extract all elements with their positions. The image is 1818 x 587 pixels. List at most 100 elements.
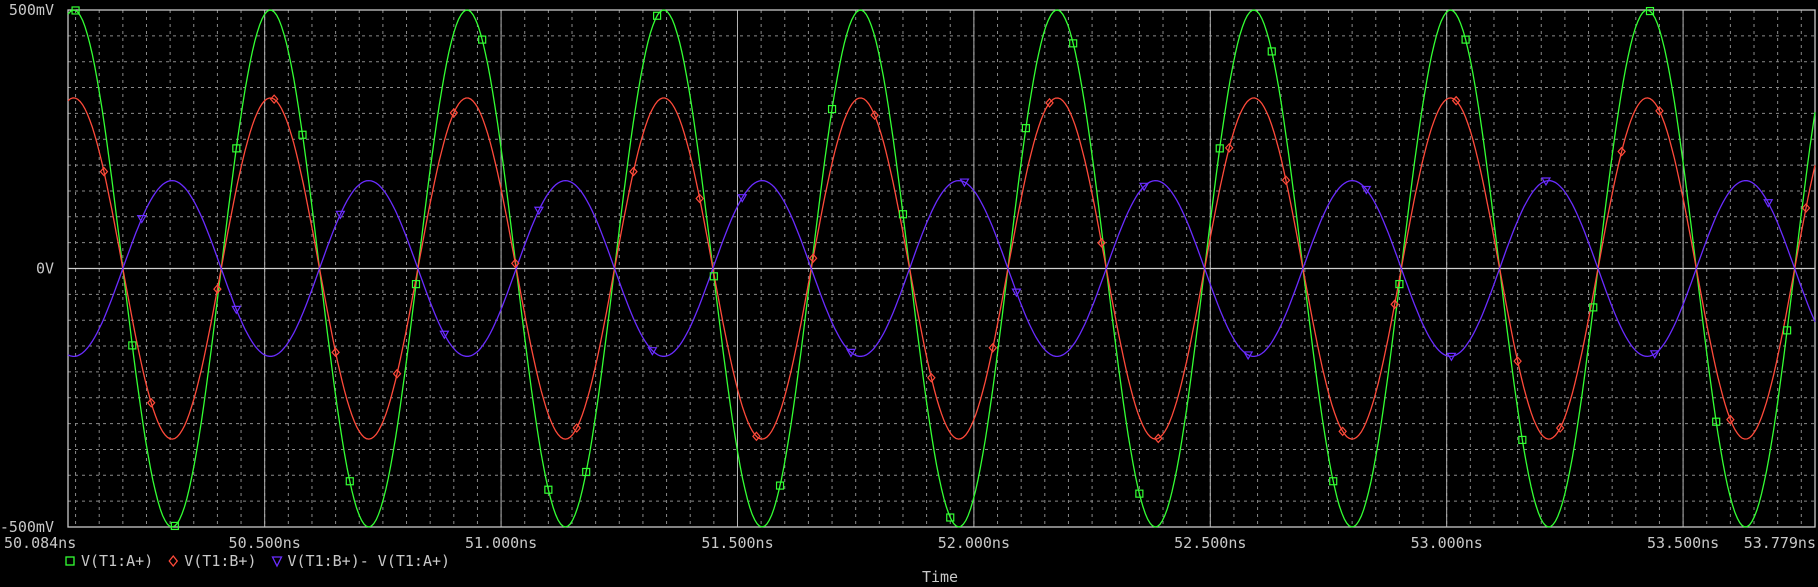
data-point-series-1 <box>827 104 837 114</box>
data-point-series-2 <box>1153 433 1163 444</box>
data-point-series-3 <box>136 214 147 224</box>
data-point-series-3 <box>737 194 748 203</box>
data-point-series-2 <box>1726 414 1735 425</box>
data-point-series-1 <box>170 521 179 531</box>
data-point-series-3 <box>335 210 346 220</box>
data-point-series-3 <box>647 347 658 356</box>
data-point-series-1 <box>1461 35 1470 44</box>
data-point-series-2 <box>1390 299 1399 310</box>
data-point-series-2 <box>572 423 582 433</box>
legend-label-series-1: V(T1:A+) <box>81 552 153 570</box>
x-tick-label: 52.000ns <box>938 534 1010 552</box>
x-axis-title: Time <box>922 568 958 586</box>
data-point-series-2 <box>449 108 459 118</box>
data-point-series-3 <box>231 305 242 315</box>
markers-layer <box>71 6 1811 531</box>
data-point-series-2 <box>808 253 818 264</box>
x-tick-label: 53.000ns <box>1411 534 1483 552</box>
y-axis-ticks: 500mV 0V -500mV <box>0 1 54 536</box>
data-point-series-1 <box>71 6 80 15</box>
data-point-series-2 <box>988 342 998 353</box>
data-point-series-1 <box>1135 489 1144 498</box>
data-point-series-1 <box>478 35 487 44</box>
data-point-series-3 <box>533 206 544 216</box>
data-point-series-1 <box>298 130 307 139</box>
data-point-series-2 <box>1513 356 1522 367</box>
x-tick-label: 51.500ns <box>701 534 773 552</box>
data-point-series-3 <box>1763 199 1774 208</box>
legend-marker-series-3 <box>271 556 283 568</box>
data-point-series-2 <box>1338 426 1347 437</box>
data-point-series-1 <box>1712 417 1721 426</box>
data-point-series-1 <box>1021 124 1030 133</box>
grid <box>67 9 1816 528</box>
data-point-series-1 <box>1589 303 1598 312</box>
data-point-series-1 <box>1267 47 1276 56</box>
data-point-series-1 <box>128 341 137 350</box>
data-point-series-2 <box>752 431 761 442</box>
data-point-series-3 <box>1361 185 1372 195</box>
series-line-1 <box>67 9 1816 528</box>
data-point-series-2 <box>1097 237 1106 248</box>
data-point-series-1 <box>1395 280 1404 289</box>
data-point-series-2 <box>510 258 520 269</box>
data-point-series-2 <box>1655 105 1664 116</box>
data-point-series-3 <box>959 178 970 188</box>
series-line-2 <box>67 97 1816 440</box>
data-point-series-1 <box>1215 144 1224 153</box>
data-point-series-2 <box>1555 423 1565 433</box>
data-point-series-2 <box>1617 146 1626 157</box>
legend-label-series-2: V(T1:B+) <box>184 552 256 570</box>
series-layer <box>67 9 1816 528</box>
data-point-series-2 <box>1224 142 1234 153</box>
x-tick-label: 50.084ns <box>4 534 76 552</box>
data-point-series-2 <box>695 193 704 204</box>
data-point-series-1 <box>582 467 591 477</box>
data-point-series-1 <box>1069 39 1078 48</box>
legend-marker-series-1 <box>65 556 75 566</box>
data-point-series-2 <box>1801 203 1811 213</box>
x-tick-label: 53.500ns <box>1647 534 1719 552</box>
data-point-series-3 <box>1243 351 1254 361</box>
x-tick-label: 50.500ns <box>229 534 301 552</box>
legend-label-series-3: V(T1:B+)- V(T1:A+) <box>288 552 451 570</box>
data-point-series-2 <box>629 166 638 177</box>
data-point-series-2 <box>99 166 109 177</box>
data-point-series-3 <box>1011 288 1022 298</box>
x-tick-label: 51.000ns <box>465 534 537 552</box>
data-point-series-3 <box>1446 352 1457 362</box>
plot-frame <box>67 9 1816 528</box>
data-point-series-1 <box>1645 6 1655 16</box>
data-point-series-2 <box>392 368 402 379</box>
data-point-series-2 <box>269 94 279 105</box>
data-point-series-1 <box>345 477 354 486</box>
legend: V(T1:A+) V(T1:B+) V(T1:B+)- V(T1:A+) <box>65 552 451 570</box>
data-point-series-1 <box>709 272 718 281</box>
data-point-series-2 <box>927 372 936 383</box>
data-point-series-1 <box>411 280 421 289</box>
data-point-series-1 <box>653 11 662 20</box>
data-point-series-1 <box>544 485 553 494</box>
data-point-series-3 <box>845 348 856 358</box>
data-point-series-2 <box>331 347 340 358</box>
data-point-series-1 <box>946 513 955 522</box>
data-point-series-1 <box>775 481 785 490</box>
data-point-series-2 <box>1045 97 1054 108</box>
data-point-series-1 <box>1783 326 1792 335</box>
data-point-series-2 <box>870 110 879 121</box>
data-point-series-2 <box>146 397 156 408</box>
data-point-series-1 <box>1518 435 1527 445</box>
data-point-series-2 <box>1451 95 1461 106</box>
y-tick-label: 0V <box>36 260 54 278</box>
data-point-series-3 <box>1540 177 1552 187</box>
data-point-series-1 <box>232 144 241 153</box>
legend-marker-series-2 <box>168 554 179 568</box>
data-point-series-2 <box>1281 175 1291 186</box>
data-point-series-3 <box>1139 182 1150 192</box>
y-tick-label: 500mV <box>9 1 54 19</box>
series-line-3 <box>67 179 1816 358</box>
data-point-series-3 <box>1649 350 1660 360</box>
data-point-series-3 <box>439 330 450 340</box>
data-point-series-1 <box>898 210 908 219</box>
